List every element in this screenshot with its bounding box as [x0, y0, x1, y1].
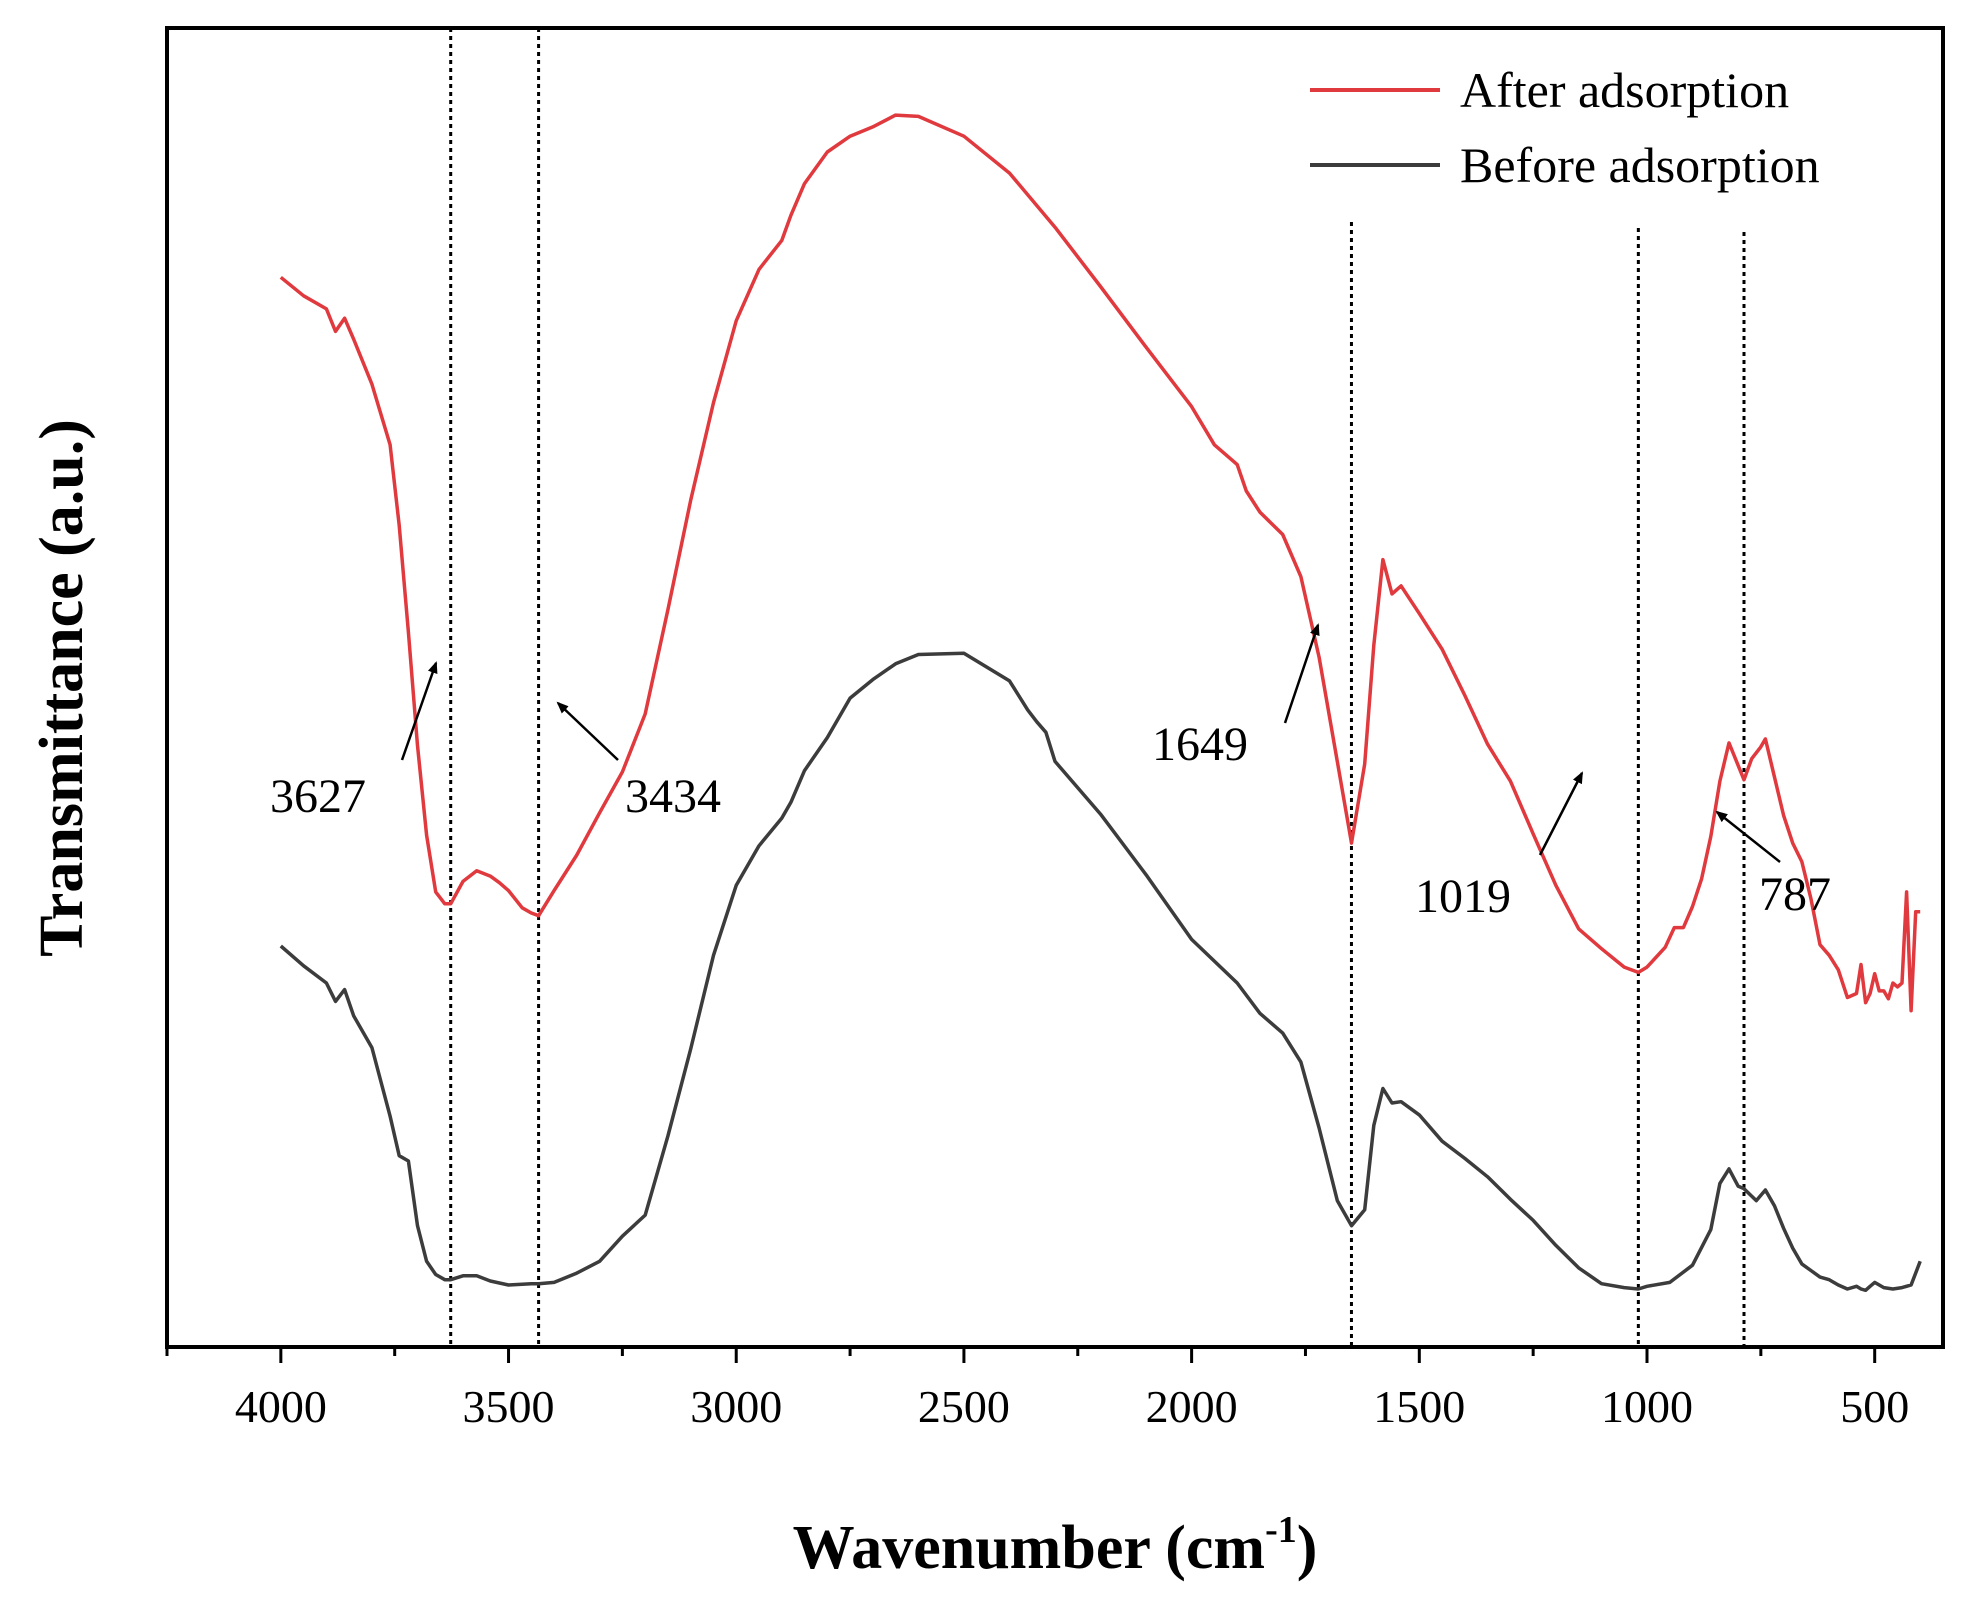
- x-tick-label-1000: 1000: [1601, 1381, 1693, 1432]
- peak-annotations: 3627 3434 1649 1019 787: [270, 623, 1831, 923]
- series-line-before-adsorption: [279, 651, 1922, 1293]
- annotation-label-1019: 1019: [1415, 870, 1511, 923]
- annotation-arrow-787: [1715, 810, 1781, 863]
- annotation-label-3434: 3434: [625, 770, 721, 823]
- annotation-arrow-3627: [400, 661, 438, 761]
- annotation-arrow-3434: [556, 701, 619, 761]
- y-axis-title: Transmittance (a.u.): [28, 419, 96, 957]
- legend-label-before-adsorption: Before adsorption: [1460, 137, 1820, 193]
- annotation-label-1649: 1649: [1152, 718, 1248, 771]
- annotation-arrow-1649: [1283, 623, 1320, 724]
- x-axis-title: Wavenumber (cm-1): [793, 1509, 1318, 1582]
- legend: After adsorption Before adsorption: [1310, 62, 1820, 193]
- reference-lines: [449, 28, 1746, 1347]
- x-tick-label-2500: 2500: [918, 1381, 1010, 1432]
- x-tick-label-4000: 4000: [235, 1381, 327, 1432]
- annotation-arrow-1019: [1538, 771, 1584, 856]
- x-tick-label-2000: 2000: [1146, 1381, 1238, 1432]
- x-axis-title-main: Wavenumber: [793, 1514, 1151, 1582]
- x-axis-title-unit: cm: [1186, 1514, 1265, 1582]
- x-tick-label-1500: 1500: [1373, 1381, 1465, 1432]
- x-tick-label-3000: 3000: [690, 1381, 782, 1432]
- x-tick-label-500: 500: [1840, 1381, 1909, 1432]
- annotation-label-3627: 3627: [270, 770, 366, 823]
- x-axis-title-unit-exp: -1: [1265, 1509, 1297, 1551]
- annotation-label-787: 787: [1759, 868, 1831, 921]
- legend-label-after-adsorption: After adsorption: [1460, 62, 1789, 118]
- series-line-after-adsorption: [279, 113, 1921, 1013]
- plot-area-frame: [165, 26, 1945, 1349]
- x-axis-ticks: [165, 1347, 1877, 1363]
- x-axis-tick-labels: 4000 3500 3000 2500 2000 1500 1000 500: [235, 1381, 1909, 1432]
- series-layer: [279, 113, 1922, 1293]
- x-tick-label-3500: 3500: [463, 1381, 555, 1432]
